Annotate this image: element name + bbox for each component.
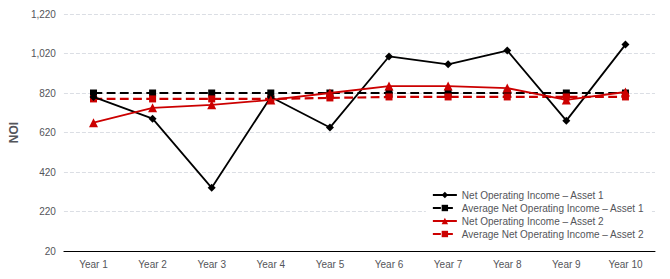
svg-text:620: 620 [39, 127, 56, 138]
svg-text:Year 9: Year 9 [552, 259, 581, 270]
svg-text:Year 3: Year 3 [197, 259, 226, 270]
svg-text:220: 220 [39, 206, 56, 217]
svg-text:20: 20 [45, 246, 57, 257]
svg-text:Net Operating Income – Asset 2: Net Operating Income – Asset 2 [462, 216, 604, 227]
svg-text:820: 820 [39, 88, 56, 99]
svg-text:Year 4: Year 4 [257, 259, 286, 270]
svg-text:420: 420 [39, 167, 56, 178]
svg-text:Year 2: Year 2 [138, 259, 167, 270]
svg-text:Year 10: Year 10 [608, 259, 643, 270]
svg-text:Net Operating Income – Asset 1: Net Operating Income – Asset 1 [462, 190, 604, 201]
svg-text:Year 5: Year 5 [316, 259, 345, 270]
svg-text:1,220: 1,220 [31, 9, 56, 20]
svg-text:Year 8: Year 8 [493, 259, 522, 270]
svg-text:Year 6: Year 6 [375, 259, 404, 270]
svg-text:1,020: 1,020 [31, 48, 56, 59]
svg-text:Average Net Operating Income –: Average Net Operating Income – Asset 1 [462, 203, 644, 214]
svg-text:NOI: NOI [7, 122, 21, 143]
svg-text:Year 7: Year 7 [434, 259, 463, 270]
svg-text:Average Net Operating Income –: Average Net Operating Income – Asset 2 [462, 229, 644, 240]
svg-text:Year 1: Year 1 [79, 259, 108, 270]
